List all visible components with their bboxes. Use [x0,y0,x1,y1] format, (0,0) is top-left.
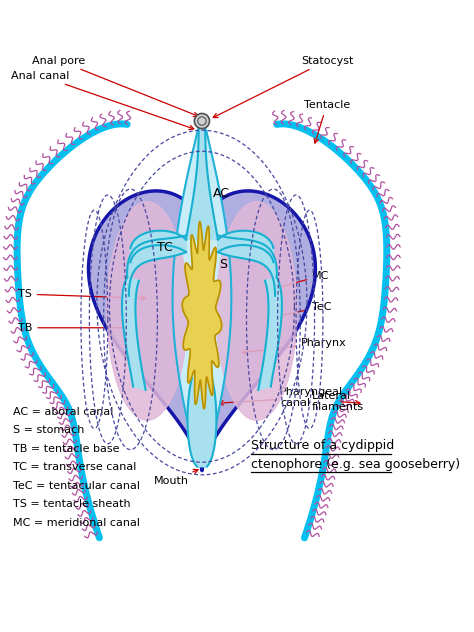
Polygon shape [182,222,222,409]
Text: AC = aboral canal: AC = aboral canal [13,407,113,416]
Circle shape [194,114,210,128]
Text: Anal pore: Anal pore [32,56,198,116]
Text: TC = transverse canal: TC = transverse canal [13,462,136,472]
Text: Anal canal: Anal canal [11,71,194,130]
Polygon shape [186,125,218,240]
Polygon shape [122,277,146,390]
Polygon shape [218,235,277,296]
Text: S: S [219,258,227,271]
Text: TS = tentacle sheath: TS = tentacle sheath [13,499,130,509]
Polygon shape [89,191,315,471]
Text: TB = tentacle base: TB = tentacle base [13,444,119,454]
Text: ctenophore (e.g. sea gooseberry): ctenophore (e.g. sea gooseberry) [251,458,460,471]
Text: TeC: TeC [267,301,331,320]
Text: Tentacle: Tentacle [304,100,350,143]
Text: Structure of a cydippid: Structure of a cydippid [251,439,394,452]
Polygon shape [218,231,273,262]
Text: S = stomach: S = stomach [13,425,84,435]
Polygon shape [188,378,216,466]
Polygon shape [258,277,282,390]
Text: Lateral
filaments: Lateral filaments [312,391,364,413]
Text: TS: TS [18,289,146,300]
Polygon shape [127,235,186,296]
Text: MC: MC [274,270,329,289]
Polygon shape [216,202,297,420]
Text: MC = meridional canal: MC = meridional canal [13,518,140,528]
Text: Mouth: Mouth [154,470,198,486]
Text: TeC = tentacular canal: TeC = tentacular canal [13,481,140,491]
Text: TB: TB [18,323,133,333]
Text: TC: TC [157,241,173,255]
Polygon shape [130,231,186,262]
Text: AC: AC [213,187,230,200]
Text: Pharynx: Pharynx [242,338,347,354]
Polygon shape [173,130,231,466]
Polygon shape [107,202,188,420]
Text: Statocyst: Statocyst [213,56,354,118]
Text: Pharyngeal
canal: Pharyngeal canal [219,387,343,408]
